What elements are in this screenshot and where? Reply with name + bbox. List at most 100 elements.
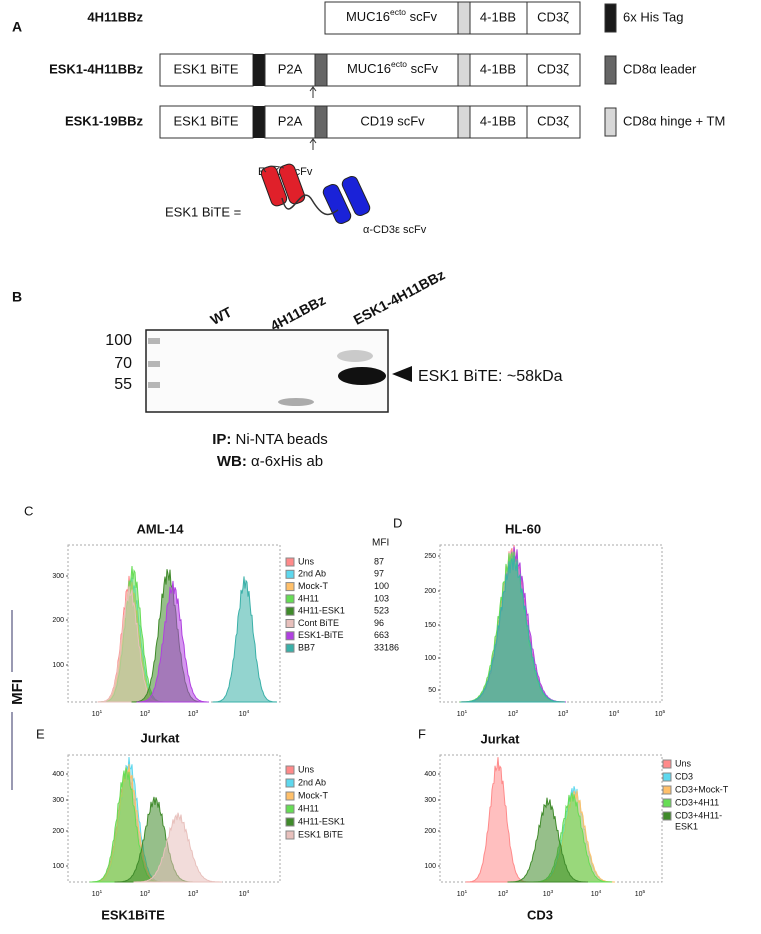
y-tick-label: 150 bbox=[424, 622, 436, 629]
legend-label: CD3+Mock-T bbox=[675, 784, 729, 794]
x-tick-label: 104 bbox=[239, 889, 250, 898]
superscript: 4 bbox=[247, 709, 250, 715]
panel-label: C bbox=[24, 503, 33, 518]
segment-label: MUC16ecto scFv bbox=[347, 59, 439, 76]
superscript: ecto bbox=[391, 59, 407, 69]
domain-shape bbox=[341, 175, 371, 217]
segment-label: 4-1BB bbox=[480, 9, 516, 24]
text-part: 10 bbox=[239, 891, 247, 898]
legend-label: ESK1 bbox=[675, 821, 698, 831]
histogram-curve bbox=[460, 555, 566, 703]
x-tick-label: 103 bbox=[188, 709, 199, 718]
text-part: 10 bbox=[508, 711, 516, 718]
superscript: ecto bbox=[390, 7, 406, 17]
histogram-curve bbox=[133, 812, 223, 883]
y-tick-label: 400 bbox=[424, 771, 436, 778]
x-tick-label: 104 bbox=[239, 709, 250, 718]
panel-label: F bbox=[418, 726, 426, 741]
legend-label: 2nd Ab bbox=[298, 777, 326, 787]
wb-label: WB: α-6xHis ab bbox=[217, 453, 323, 470]
superscript: 1 bbox=[100, 709, 103, 715]
legend-value: 100 bbox=[374, 581, 389, 591]
text-part: 10 bbox=[188, 711, 196, 718]
legend-label: Uns bbox=[298, 764, 315, 774]
y-tick-label: 200 bbox=[52, 617, 64, 624]
legend-swatch bbox=[285, 791, 295, 801]
text-part: 10 bbox=[543, 891, 551, 898]
legend-value: 103 bbox=[374, 593, 389, 603]
legend-value: 33186 bbox=[374, 642, 399, 652]
panel-title: Jurkat bbox=[140, 730, 180, 745]
x-tick-label: 103 bbox=[188, 889, 199, 898]
y-axis-label: MFI bbox=[9, 679, 26, 705]
x-tick-label: 104 bbox=[609, 709, 620, 718]
legend-label: 4H11 bbox=[298, 593, 319, 603]
text-part: MUC16 bbox=[346, 9, 390, 24]
legend-swatch bbox=[285, 631, 295, 641]
costim-segment bbox=[469, 1, 528, 35]
hinge-segment bbox=[457, 53, 471, 87]
domain-shape bbox=[278, 163, 306, 205]
y-tick-label: 250 bbox=[424, 553, 436, 560]
panel-label: E bbox=[36, 726, 45, 741]
scfv-segment bbox=[326, 53, 459, 87]
panel-label: D bbox=[393, 515, 402, 530]
y-tick-label: 200 bbox=[424, 828, 436, 835]
text-part: 10 bbox=[591, 891, 599, 898]
text-part: 10 bbox=[188, 891, 196, 898]
text-part: 10 bbox=[457, 711, 465, 718]
legend-label: Mock-T bbox=[298, 581, 328, 591]
construct-name: ESK1-4H11BBz bbox=[49, 61, 143, 76]
legend-value: 87 bbox=[374, 556, 384, 566]
segment-label: CD3ζ bbox=[537, 9, 569, 24]
legend-value: 96 bbox=[374, 618, 384, 628]
x-tick-label: 103 bbox=[543, 889, 554, 898]
bite-annotation: α-CD3ε scFv bbox=[363, 224, 427, 236]
text-part: MUC16 bbox=[347, 61, 391, 76]
legend-label: CD8α hinge + TM bbox=[623, 113, 725, 128]
his-tag-segment bbox=[253, 106, 265, 138]
segment-label: ESK1 BiTE bbox=[173, 113, 238, 128]
band bbox=[337, 350, 373, 362]
legend-swatch bbox=[285, 778, 295, 788]
x-tick-label: 103 bbox=[558, 709, 569, 718]
x-tick-label: 102 bbox=[140, 709, 151, 718]
text-part: scFv bbox=[407, 61, 439, 76]
text-part: 10 bbox=[140, 891, 148, 898]
construct-name: 4H11BBz bbox=[87, 9, 143, 24]
legend-swatch bbox=[604, 3, 617, 33]
segment-label: CD3ζ bbox=[537, 113, 569, 128]
y-tick-label: 400 bbox=[52, 771, 64, 778]
leader-segment bbox=[314, 105, 328, 139]
legend-label: BB7 bbox=[298, 642, 315, 652]
y-tick-label: 50 bbox=[428, 687, 436, 694]
legend-label: ESK1 BiTE bbox=[298, 829, 343, 839]
superscript: 4 bbox=[599, 889, 602, 895]
legend-label: 4H11-ESK1 bbox=[298, 816, 345, 826]
legend-label: CD3+4H11- bbox=[675, 810, 722, 820]
x-tick-label: 105 bbox=[635, 889, 646, 898]
panel-title: HL-60 bbox=[505, 521, 541, 536]
x-tick-label: 104 bbox=[591, 889, 602, 898]
x-tick-label: 102 bbox=[140, 889, 151, 898]
text-part: 10 bbox=[498, 891, 506, 898]
text-part: 10 bbox=[92, 711, 100, 718]
domain-shape bbox=[322, 183, 352, 225]
legend-value: 523 bbox=[374, 606, 389, 616]
x-tick-label: 102 bbox=[508, 709, 519, 718]
legend-swatch bbox=[285, 817, 295, 827]
band bbox=[278, 398, 314, 406]
legend-swatch bbox=[662, 811, 672, 821]
segment-label: 4-1BB bbox=[480, 113, 516, 128]
superscript: 5 bbox=[663, 709, 666, 715]
ladder-band bbox=[148, 361, 160, 367]
text-part: 10 bbox=[635, 891, 643, 898]
superscript: 3 bbox=[196, 709, 199, 715]
superscript: 1 bbox=[100, 889, 103, 895]
ladder-band bbox=[148, 338, 160, 344]
superscript: 2 bbox=[506, 889, 509, 895]
segment-label: CD3ζ bbox=[537, 61, 569, 76]
legend-swatch bbox=[285, 643, 295, 653]
lane-label: WT bbox=[208, 303, 235, 328]
legend-swatch bbox=[662, 798, 672, 808]
